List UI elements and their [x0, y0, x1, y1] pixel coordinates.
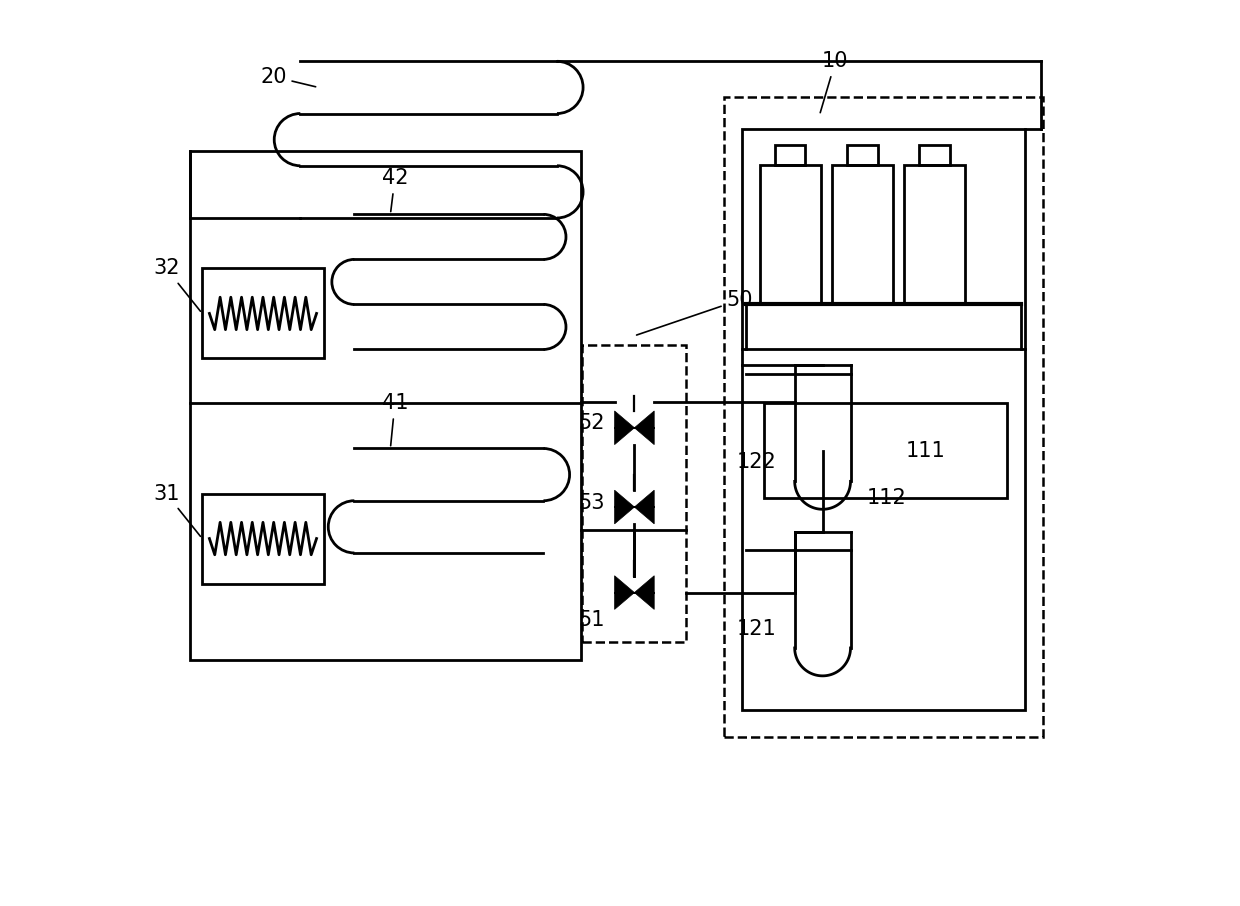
Polygon shape: [615, 490, 635, 524]
Text: 10: 10: [820, 52, 848, 112]
Polygon shape: [635, 490, 655, 524]
Text: 122: 122: [737, 452, 776, 472]
Text: 20: 20: [260, 67, 316, 87]
Text: 53: 53: [579, 493, 605, 513]
Text: 32: 32: [153, 258, 201, 312]
Polygon shape: [615, 411, 635, 445]
Text: 52: 52: [579, 413, 605, 433]
Polygon shape: [615, 575, 635, 610]
Polygon shape: [635, 575, 655, 610]
Text: 50: 50: [636, 290, 753, 335]
Text: 31: 31: [153, 484, 201, 536]
Text: 42: 42: [382, 169, 408, 212]
Text: 112: 112: [867, 488, 906, 508]
Polygon shape: [635, 411, 655, 445]
Text: 121: 121: [737, 619, 776, 639]
Text: 111: 111: [906, 440, 946, 461]
Text: 41: 41: [382, 393, 408, 446]
Text: 51: 51: [579, 610, 605, 630]
